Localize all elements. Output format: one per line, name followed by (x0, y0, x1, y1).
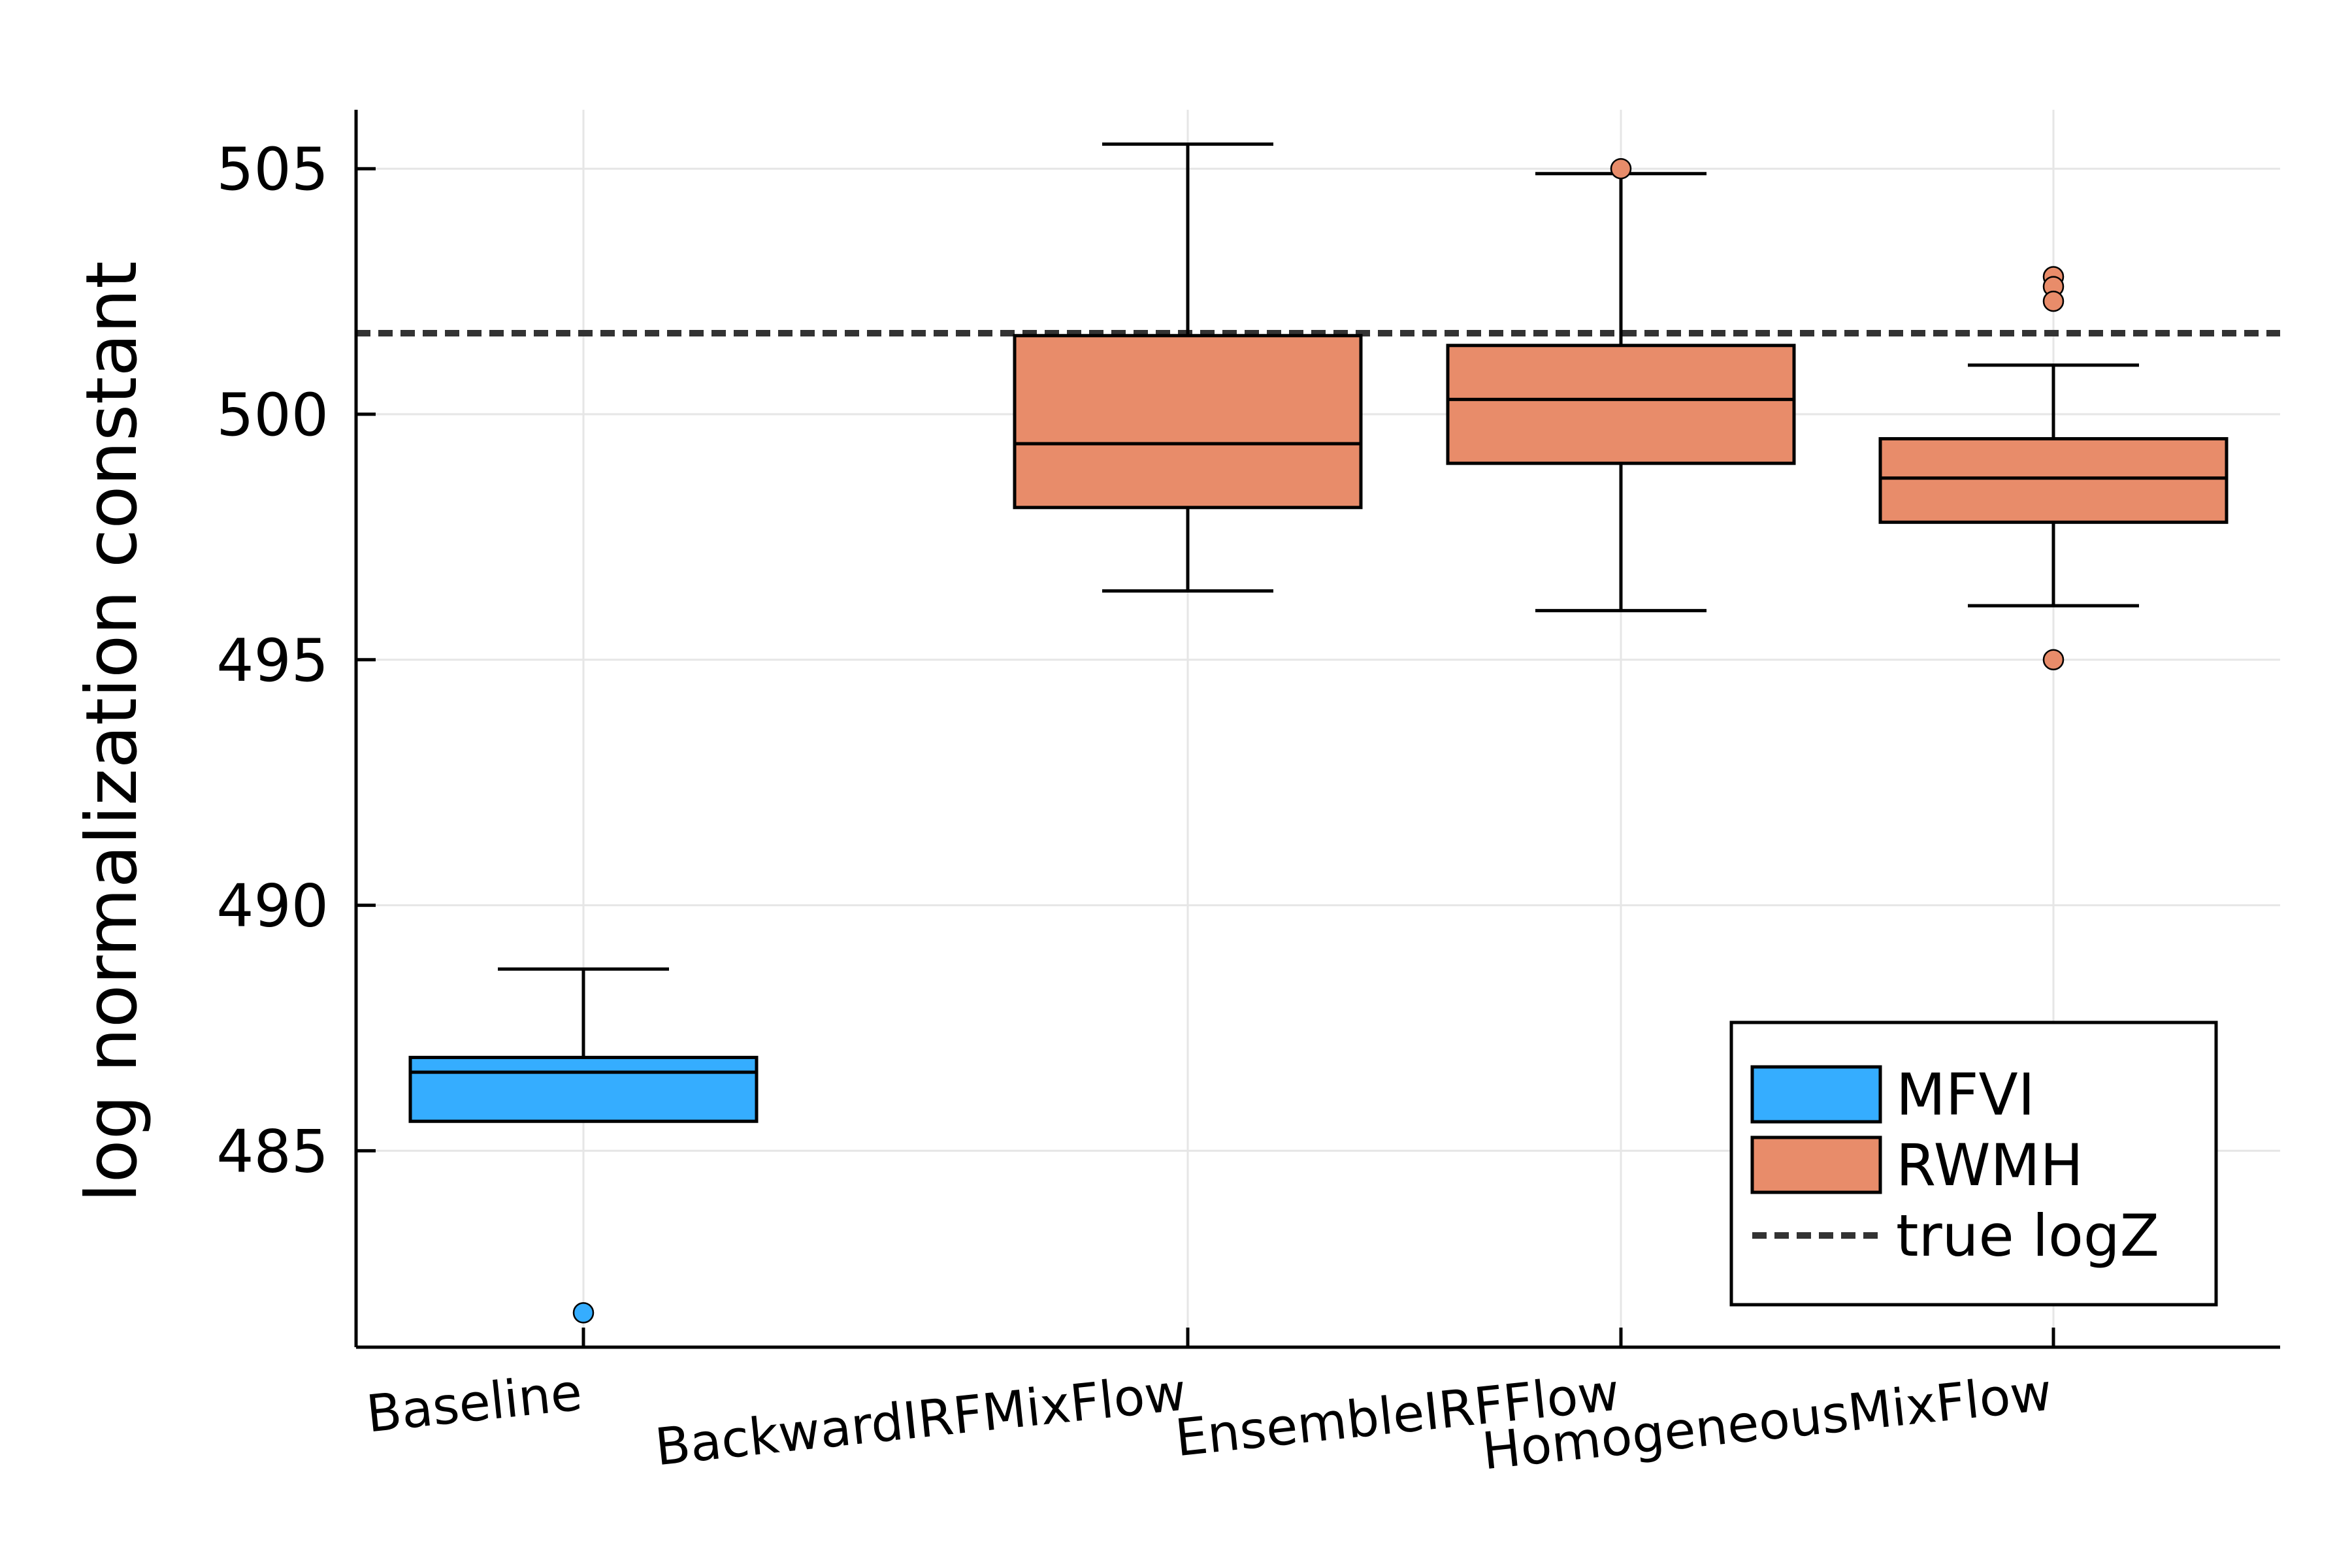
legend-item-mfvi: MFVI (1750, 1061, 2035, 1128)
outlier-point (2042, 290, 2065, 312)
legend-label: true logZ (1896, 1202, 2159, 1269)
x-tick-label: Baseline (364, 1363, 585, 1444)
box-rwmh-2 (1446, 157, 1796, 613)
outlier-point (572, 1302, 595, 1324)
y-axis-label: log normalization constant (71, 261, 153, 1203)
iqr-box (1878, 437, 2229, 524)
y-tick-label: 490 (216, 872, 329, 941)
outlier-point (2042, 649, 2065, 671)
box-series-group (408, 142, 2229, 1324)
x-tick-label: BackwardIRFMixFlow (653, 1363, 1189, 1477)
outlier-point (1610, 157, 1632, 180)
axes-group (354, 110, 2280, 1349)
box-rwmh-3 (1878, 266, 2229, 671)
legend-label: MFVI (1896, 1061, 2035, 1128)
legend-swatch (1750, 1135, 1882, 1194)
y-tick-label: 485 (216, 1117, 329, 1186)
legend-swatch (1750, 1065, 1882, 1124)
x-tick-labels: Baseline BackwardIRFMixFlowEnsembleIRFFlo… (364, 1363, 2055, 1481)
legend-label: RWMH (1896, 1132, 2083, 1199)
iqr-box (408, 1056, 759, 1123)
y-tick-label: 500 (216, 381, 329, 449)
box-rwmh-1 (1013, 142, 1363, 593)
legend-item-true-logz: true logZ (1752, 1202, 2159, 1269)
y-tick-labels: 485 490 495 500 505 (216, 135, 329, 1186)
y-tick-label: 495 (216, 627, 329, 695)
iqr-box (1013, 334, 1363, 510)
grid-lines (356, 110, 2280, 1347)
iqr-box (1446, 344, 1796, 465)
box-mfvi-0 (408, 967, 759, 1324)
y-tick-label: 505 (216, 135, 329, 204)
legend-item-rwmh: RWMH (1750, 1132, 2083, 1199)
